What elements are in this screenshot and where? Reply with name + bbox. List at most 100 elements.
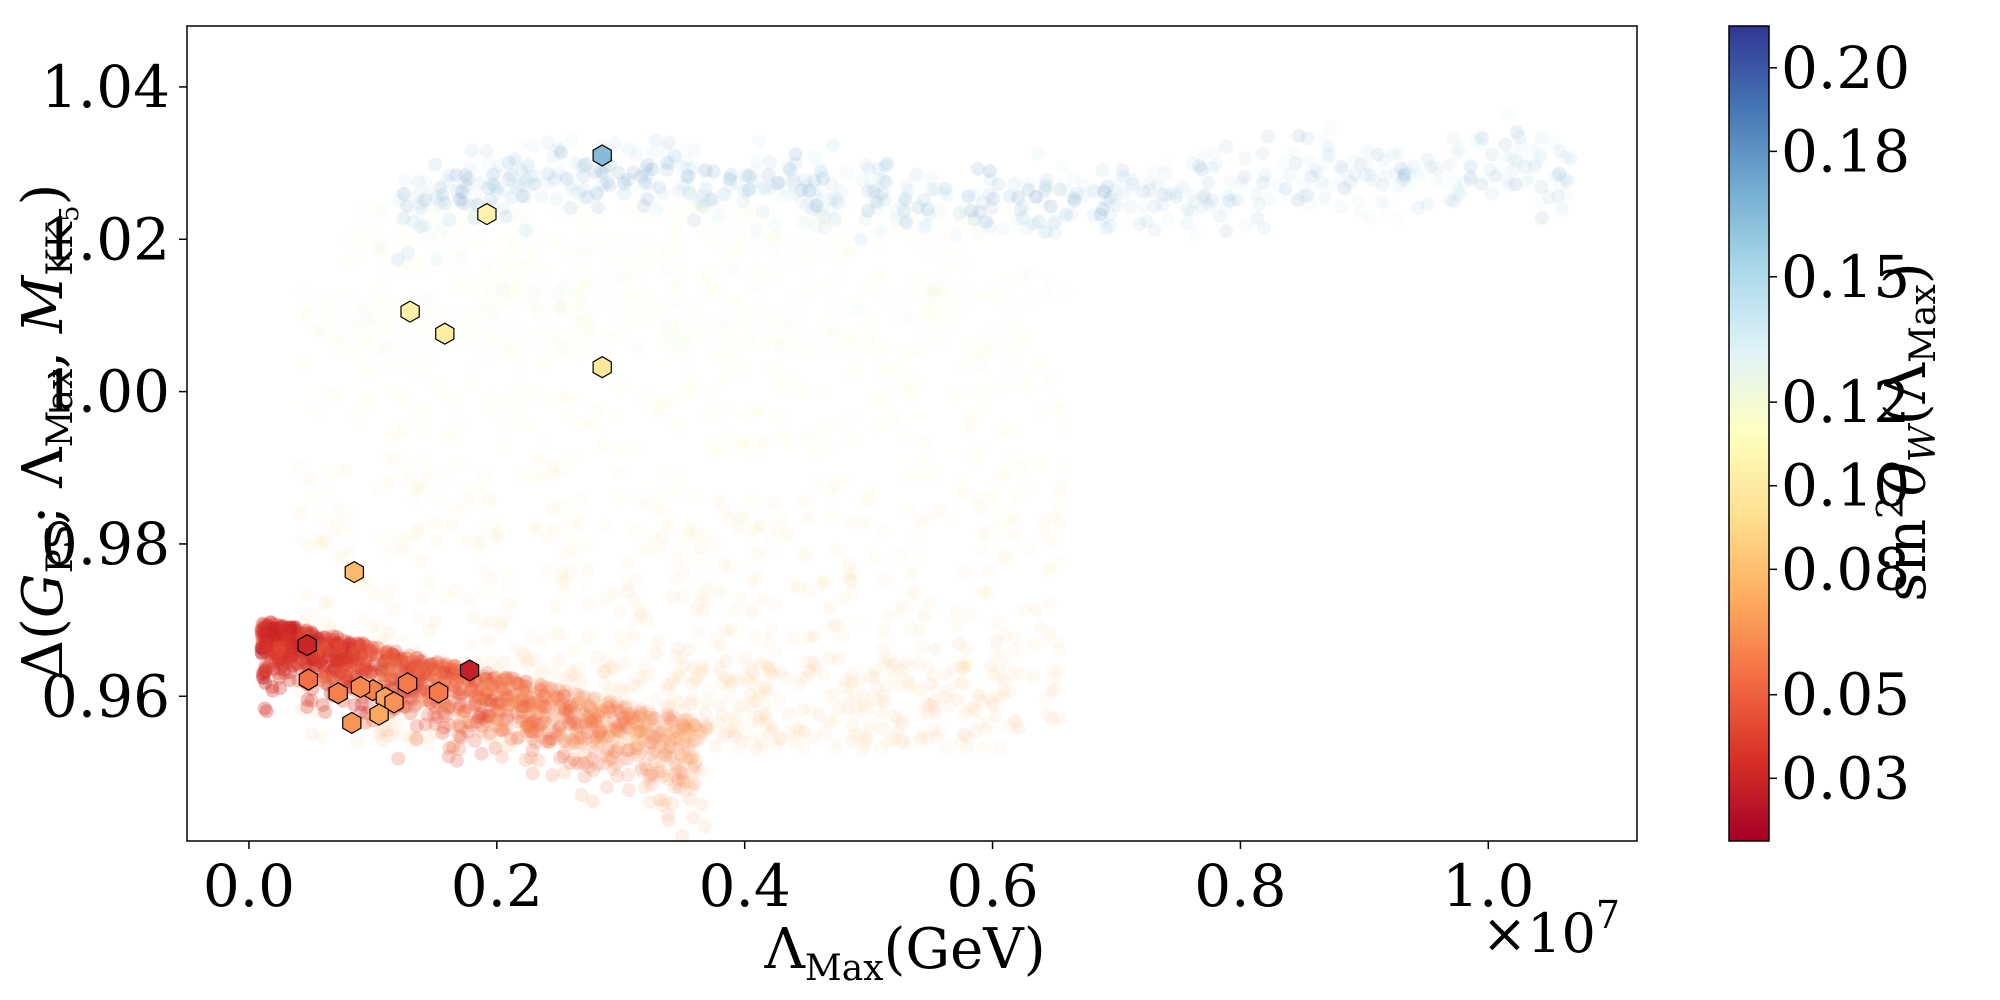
background-point (516, 682, 531, 697)
background-point (954, 473, 969, 488)
background-point (256, 670, 270, 685)
background-point (295, 702, 309, 717)
background-point (295, 652, 309, 667)
background-point (687, 213, 701, 228)
background-point (558, 545, 573, 560)
background-point (1270, 178, 1285, 193)
x-tick-label: 0.0 (203, 852, 295, 920)
background-point (1219, 224, 1233, 239)
background-point (270, 648, 284, 663)
background-point (889, 725, 904, 740)
background-point (298, 624, 313, 639)
background-point (649, 736, 664, 750)
background-point (675, 718, 690, 733)
background-point (678, 783, 693, 798)
background-point (923, 698, 938, 713)
background-point (899, 216, 914, 231)
background-point (535, 697, 550, 712)
background-point (588, 165, 602, 180)
background-point (542, 343, 557, 358)
background-point (341, 639, 356, 654)
background-point (463, 715, 478, 730)
background-point (548, 724, 563, 739)
background-point (545, 768, 560, 783)
colorbar-tick-label: 0.18 (1781, 117, 1910, 185)
background-point (678, 713, 693, 727)
background-point (661, 768, 676, 783)
background-point (362, 365, 377, 380)
background-point (916, 456, 931, 471)
background-point (626, 629, 641, 644)
background-point (810, 199, 825, 214)
background-point (414, 665, 429, 680)
background-point (651, 765, 666, 780)
background-point (271, 656, 286, 671)
y-axis-label: Δ(GPS; ΛMax, MKK5) (11, 184, 85, 681)
background-point (1006, 713, 1021, 727)
background-point (483, 697, 498, 712)
background-point (475, 691, 490, 706)
background-point (489, 298, 504, 313)
background-point (485, 690, 500, 705)
background-point (486, 516, 501, 531)
background-point (434, 665, 449, 680)
background-point (1003, 358, 1017, 373)
background-point (693, 764, 708, 779)
background-point (1374, 194, 1389, 209)
background-point (540, 564, 555, 579)
background-point (1410, 167, 1425, 182)
background-point (537, 433, 552, 448)
background-point (272, 670, 287, 685)
background-point (280, 640, 295, 655)
background-point (971, 240, 986, 254)
background-point (350, 734, 365, 749)
background-point (687, 299, 702, 314)
background-point (329, 650, 344, 665)
background-point (449, 702, 464, 717)
background-point (341, 641, 356, 656)
background-point (660, 711, 675, 726)
background-point (774, 322, 789, 337)
background-point (619, 741, 634, 755)
background-point (716, 557, 731, 571)
background-point (572, 157, 587, 172)
background-point (574, 492, 589, 506)
background-point (1554, 203, 1569, 218)
background-point (874, 740, 889, 755)
background-point (403, 260, 418, 275)
background-point (617, 727, 632, 742)
background-point (610, 700, 625, 715)
background-point (561, 704, 575, 719)
background-point (616, 711, 631, 725)
background-point (518, 675, 533, 689)
background-point (423, 273, 438, 288)
background-point (476, 679, 490, 694)
background-point (383, 672, 398, 687)
hexagon-point (350, 675, 371, 699)
background-point (630, 717, 644, 732)
background-point (411, 610, 426, 625)
background-point (1003, 451, 1018, 466)
background-point (1032, 456, 1047, 471)
background-point (524, 629, 539, 644)
background-point (747, 628, 762, 643)
background-point (1484, 147, 1499, 162)
background-point (742, 335, 757, 350)
background-point (937, 231, 952, 246)
background-point (685, 781, 700, 796)
background-point (374, 203, 388, 218)
background-point (728, 337, 742, 352)
background-point (493, 683, 508, 698)
background-point (414, 200, 429, 214)
background-point (1058, 284, 1073, 299)
background-point (553, 751, 567, 765)
background-point (526, 138, 541, 153)
background-point (455, 192, 470, 207)
background-point (502, 597, 517, 612)
background-point (920, 730, 935, 745)
background-point (474, 535, 489, 550)
background-point (879, 174, 893, 189)
background-point (772, 691, 787, 706)
background-point (284, 624, 299, 639)
background-point (494, 271, 508, 286)
